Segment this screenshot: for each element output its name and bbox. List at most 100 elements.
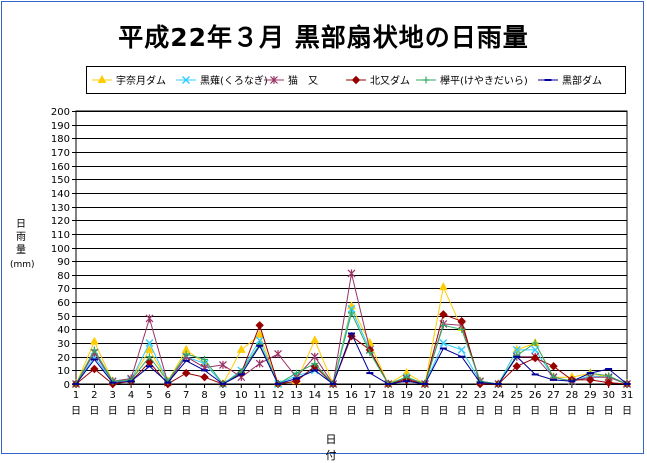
data-point <box>530 353 540 363</box>
legend-label: 猫 又 <box>288 74 318 87</box>
data-point <box>403 373 411 381</box>
y-tick-label: 150 <box>51 175 70 186</box>
x-tick-label: 15 <box>327 390 340 401</box>
x-tick-label: 21 <box>437 390 450 401</box>
x-tick-label: 12 <box>272 390 285 401</box>
data-point <box>347 304 356 313</box>
x-tick-label: 8 <box>201 390 207 401</box>
data-point <box>90 346 98 354</box>
x-tick-label: 23 <box>474 390 487 401</box>
x-tick-suffix: 日 <box>163 406 173 417</box>
legend-label: 黒薙(くろなぎ) <box>200 74 268 87</box>
data-point <box>90 336 99 345</box>
x-tick-suffix: 日 <box>181 406 191 417</box>
y-tick-label: 170 <box>51 148 70 159</box>
y-tick-label: 0 <box>64 380 70 391</box>
data-point <box>181 368 191 378</box>
x-tick-suffix: 日 <box>438 406 448 417</box>
x-tick-label: 2 <box>91 390 97 401</box>
x-tick-label: 18 <box>382 390 395 401</box>
x-tick-suffix: 日 <box>512 406 522 417</box>
x-tick-suffix: 日 <box>347 406 357 417</box>
x-tick-suffix: 日 <box>71 406 81 417</box>
data-point <box>348 309 355 317</box>
x-tick-suffix: 日 <box>493 406 503 417</box>
x-tick-label: 20 <box>419 390 432 401</box>
x-tick-suffix: 日 <box>549 406 559 417</box>
x-tick-suffix: 日 <box>200 406 210 417</box>
legend-entry: 黒薙(くろなぎ) <box>176 74 268 87</box>
data-point <box>292 369 300 377</box>
y-axis-label-part: 日 <box>16 219 26 230</box>
data-point <box>201 355 209 363</box>
legend-marker <box>351 75 361 85</box>
data-point <box>439 321 447 329</box>
x-tick-suffix: 日 <box>255 406 265 417</box>
x-tick-label: 3 <box>110 390 116 401</box>
y-tick-label: 40 <box>57 325 70 336</box>
data-point <box>366 349 374 357</box>
x-tick-label: 1 <box>73 390 79 401</box>
legend-label: 黒部ダム <box>562 74 602 87</box>
data-point <box>274 349 282 358</box>
y-tick-label: 70 <box>57 284 70 295</box>
x-tick-suffix: 日 <box>604 406 614 417</box>
data-point <box>512 362 522 371</box>
x-tick-suffix: 日 <box>383 406 393 417</box>
data-point <box>311 360 319 368</box>
x-tick-label: 5 <box>146 390 152 401</box>
data-point <box>200 372 209 382</box>
x-tick-suffix: 日 <box>328 406 338 417</box>
data-point <box>512 345 521 354</box>
data-point <box>439 339 448 348</box>
x-tick-suffix: 日 <box>567 406 577 417</box>
x-tick-label: 27 <box>547 390 560 401</box>
data-point <box>219 360 227 369</box>
legend-marker <box>422 76 430 84</box>
data-point <box>255 359 264 368</box>
y-axis-label-part: 量 <box>16 245 26 256</box>
data-point <box>549 362 558 371</box>
x-tick-label: 6 <box>165 390 171 401</box>
data-point <box>236 344 246 353</box>
x-tick-suffix: 日 <box>622 406 632 417</box>
x-tick-suffix: 日 <box>475 406 485 417</box>
y-tick-label: 200 <box>51 107 70 118</box>
x-tick-label: 22 <box>455 390 468 401</box>
x-tick-suffix: 日 <box>273 406 283 417</box>
y-tick-label: 180 <box>51 134 70 145</box>
data-point <box>586 375 595 385</box>
x-tick-suffix: 日 <box>291 406 301 417</box>
x-tick-label: 31 <box>621 390 634 401</box>
x-tick-label: 16 <box>345 390 358 401</box>
y-tick-label: 140 <box>51 189 70 200</box>
x-tick-suffix: 日 <box>420 406 430 417</box>
data-point <box>458 325 466 333</box>
x-tick-label: 4 <box>128 390 134 401</box>
legend: 宇奈月ダム 黒薙(くろなぎ) 猫 又 北又ダム 欅平(けやきだいら) 黒部ダム <box>86 66 626 94</box>
x-tick-label: 13 <box>290 390 303 401</box>
series-6 <box>72 332 631 385</box>
data-point <box>255 329 265 338</box>
data-point <box>90 364 99 374</box>
data-point <box>145 344 154 353</box>
x-tick-label: 26 <box>529 390 542 401</box>
legend-label: 欅平(けやきだいら) <box>440 75 528 87</box>
y-tick-label: 50 <box>57 312 70 323</box>
x-tick-label: 19 <box>400 390 413 401</box>
legend-marker <box>182 76 190 84</box>
y-tick-label: 120 <box>51 216 70 227</box>
x-tick-suffix: 日 <box>89 406 99 417</box>
data-point <box>310 352 319 361</box>
legend-marker <box>97 74 107 83</box>
y-axis-label: 日雨量 (mm) <box>10 218 35 272</box>
data-point <box>438 282 448 291</box>
legend-marker <box>270 76 278 84</box>
data-point <box>182 350 190 358</box>
y-axis-label-part: 雨 <box>16 232 26 243</box>
y-axis-label-part: (mm) <box>10 260 35 270</box>
data-point <box>605 372 613 380</box>
x-tick-suffix: 日 <box>144 406 154 417</box>
x-tick-label: 29 <box>584 390 597 401</box>
